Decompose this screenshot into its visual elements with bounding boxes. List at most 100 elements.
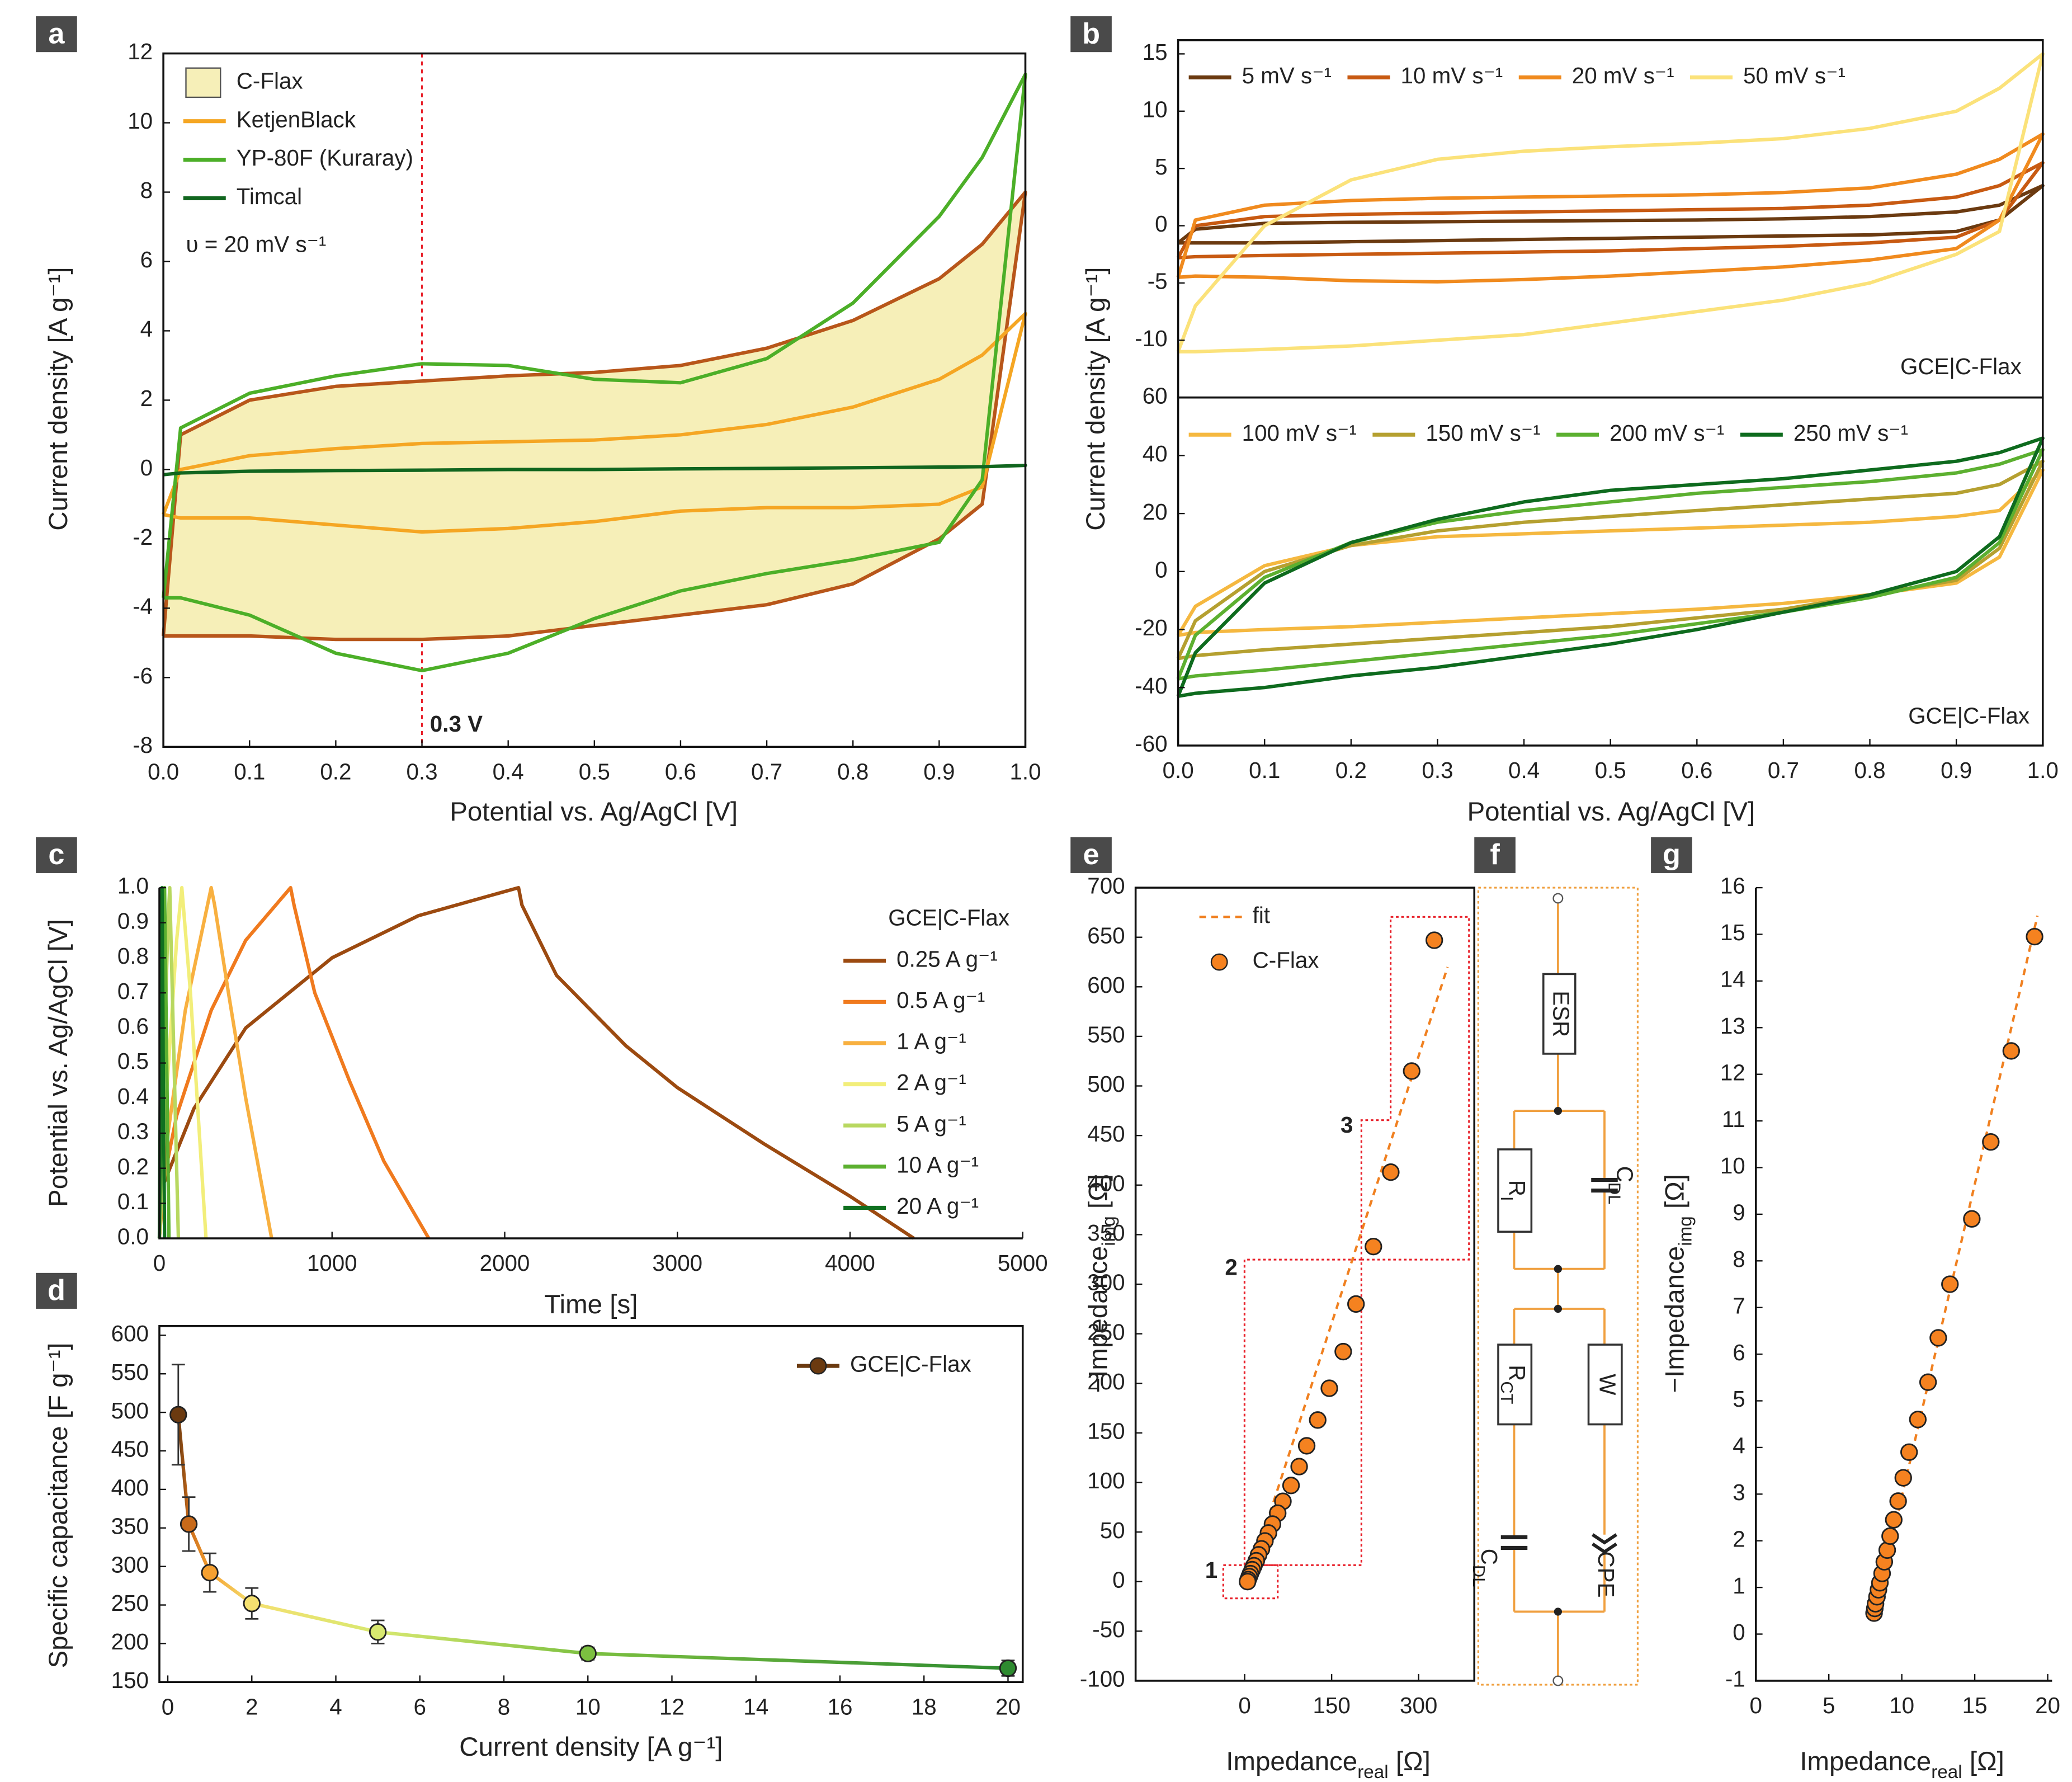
annotation: 1 xyxy=(1205,1557,1217,1583)
zoom-box xyxy=(1360,916,1470,1261)
x-tick-label: 0.4 xyxy=(493,758,524,784)
x-tick-label: 0.7 xyxy=(1768,757,1799,783)
y-tick-label: -20 xyxy=(1135,615,1167,640)
legend-label: 1 A g⁻¹ xyxy=(896,1029,966,1054)
x-tick-label: 16 xyxy=(828,1694,853,1719)
plot-frame xyxy=(158,1325,1024,1684)
panel-label-box xyxy=(1070,837,1112,873)
y-tick-label: 300 xyxy=(111,1552,149,1577)
legend-label: Timcal xyxy=(237,183,302,209)
x-tick-label: 0.2 xyxy=(1335,757,1367,783)
line xyxy=(157,885,915,1240)
x-tick-label: 0.4 xyxy=(1508,757,1540,783)
panel-label: g xyxy=(1663,838,1681,871)
y-tick-label: 2 xyxy=(140,385,153,411)
y-tick-label: 600 xyxy=(111,1321,149,1346)
marker xyxy=(999,1659,1017,1677)
annotation: GCE|C-Flax xyxy=(1908,703,2029,729)
axis-label: Potential vs. Ag/AgCl [V] xyxy=(450,797,738,827)
y-tick-label: 12 xyxy=(128,39,153,64)
panel-label: b xyxy=(1082,17,1100,50)
y-tick-label: 350 xyxy=(1087,1220,1125,1246)
legend-marker xyxy=(1210,953,1228,971)
y-tick-label: 150 xyxy=(1087,1418,1125,1444)
y-tick-label: 1 xyxy=(1733,1573,1745,1599)
marker xyxy=(2026,927,2043,946)
x-tick-label: 2000 xyxy=(480,1250,530,1276)
annotation: GCE|C-Flax xyxy=(1900,353,2022,379)
x-tick-label: 2 xyxy=(246,1694,258,1719)
panel-label: a xyxy=(48,17,65,50)
x-tick-label: 12 xyxy=(659,1694,685,1719)
x-tick-label: 0 xyxy=(153,1250,166,1276)
y-tick-label: 6 xyxy=(1733,1340,1745,1365)
y-tick-label: 11 xyxy=(1722,1106,1745,1132)
circuit-label-text: R xyxy=(1504,1365,1530,1381)
warburg xyxy=(1587,1343,1623,1426)
y-tick-label: 20 xyxy=(1143,499,1168,525)
marker xyxy=(1297,1437,1316,1455)
x-tick-label: 0.3 xyxy=(406,758,437,784)
axis-label: Specific capacitance [F g⁻¹] xyxy=(43,1342,73,1668)
panel-label-box xyxy=(36,1272,77,1309)
x-tick-label: 0.3 xyxy=(1422,757,1453,783)
axis-label: Potential vs. Ag/AgCl [V] xyxy=(1467,797,1755,827)
axis-label-part: Potential vs. Ag/AgCl [V] xyxy=(450,797,738,827)
y-tick-label: 10 xyxy=(128,108,153,134)
circuit-label: RI xyxy=(1497,1180,1530,1201)
y-tick-label: 8 xyxy=(140,177,153,203)
axis-label: Current density [A g⁻¹] xyxy=(43,267,73,530)
y-tick-label: -60 xyxy=(1135,731,1167,757)
legend-label: GCE|C-Flax xyxy=(850,1351,971,1377)
axis-label: Current density [A g⁻¹] xyxy=(459,1732,723,1762)
marker xyxy=(1929,1329,1947,1347)
y-tick-label: -4 xyxy=(133,593,153,619)
axis-label: Potential vs. Ag/AgCl [V] xyxy=(43,919,73,1207)
axis-label-part: Current density [A g⁻¹] xyxy=(459,1732,723,1762)
legend-label: fit xyxy=(1253,902,1270,928)
marker xyxy=(1320,1379,1338,1397)
y-tick-label: 500 xyxy=(111,1398,149,1423)
y-tick-label: -100 xyxy=(1080,1666,1125,1692)
y-tick-label: 0.5 xyxy=(117,1048,149,1074)
x-tick-label: 0.1 xyxy=(234,758,265,784)
x-tick-label: 0.5 xyxy=(579,758,610,784)
panel-label-box xyxy=(1651,837,1692,873)
y-tick-label: 50 xyxy=(1100,1517,1125,1543)
axis-label: Impedancereal [Ω] xyxy=(1226,1747,1431,1782)
y-tick-label: 40 xyxy=(1143,441,1168,466)
legend-label: C-Flax xyxy=(1253,947,1319,973)
y-tick-label: 0.8 xyxy=(117,943,149,969)
axis-label-part: Current density [A g⁻¹] xyxy=(43,267,73,530)
marker xyxy=(1878,1541,1896,1559)
y-tick-label: 14 xyxy=(1720,967,1745,992)
marker xyxy=(201,1564,219,1582)
y-tick-label: 13 xyxy=(1720,1013,1745,1039)
legend-label: 10 mV s⁻¹ xyxy=(1400,63,1503,88)
x-tick-label: 0 xyxy=(1238,1693,1250,1718)
y-tick-label: 0 xyxy=(1155,557,1167,582)
y-tick-label: 4 xyxy=(140,316,153,342)
x-tick-label: 0.6 xyxy=(1681,757,1712,783)
y-tick-label: 2 xyxy=(1733,1526,1745,1552)
y-tick-label: -10 xyxy=(1135,326,1167,351)
legend-label: YP-80F (Kuraray) xyxy=(237,145,413,171)
legend-title: GCE|C-Flax xyxy=(888,905,1009,931)
axis-label-part: [Ω] xyxy=(1660,1174,1689,1216)
axis-label: Current density [A g⁻¹] xyxy=(1080,267,1110,530)
reference-label: 0.3 V xyxy=(430,711,483,737)
circuit-label: RCT xyxy=(1497,1365,1530,1404)
y-tick-label: 600 xyxy=(1087,972,1125,998)
axis-label-part: [Ω] xyxy=(1389,1747,1431,1776)
y-tick-label: 400 xyxy=(111,1475,149,1501)
circuit-label-sub: I xyxy=(1497,1196,1517,1201)
x-tick-label: 0.9 xyxy=(923,758,955,784)
legend-label: 10 A g⁻¹ xyxy=(896,1152,979,1177)
y-tick-label: 650 xyxy=(1087,922,1125,948)
legend-label: 50 mV s⁻¹ xyxy=(1743,63,1846,88)
marker xyxy=(1982,1133,2000,1151)
marker xyxy=(1382,1163,1400,1181)
marker xyxy=(1894,1469,1912,1487)
